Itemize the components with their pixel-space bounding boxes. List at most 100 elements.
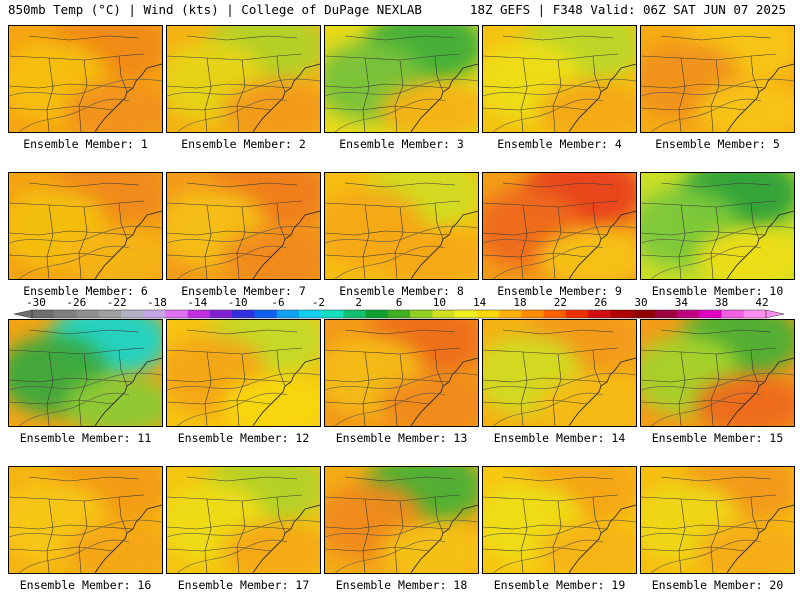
colorbar-swatch: [610, 310, 633, 318]
colorbar-tick-label: 18: [513, 296, 526, 309]
state-border: [167, 83, 292, 89]
coastline: [94, 504, 162, 573]
colorbar-swatch: [677, 310, 700, 318]
colorbar-tick-label: 38: [715, 296, 728, 309]
state-border: [118, 202, 128, 240]
isotherm-contour: [325, 225, 478, 244]
colorbar-swatch: [54, 310, 77, 318]
isotherm-contour: [167, 78, 320, 97]
ensemble-panel: Ensemble Member: 19: [482, 466, 637, 592]
ensemble-panel: Ensemble Member: 13: [324, 319, 479, 445]
state-border: [678, 204, 686, 279]
temperature-region: [696, 375, 794, 426]
temperature-region: [380, 375, 478, 426]
state-border: [592, 55, 602, 93]
temperature-map: [166, 25, 321, 133]
state-border: [660, 329, 772, 335]
state-border: [434, 202, 444, 240]
map-canvas: [9, 467, 162, 573]
temperature-region: [538, 81, 636, 132]
colorbar-swatch: [321, 310, 344, 318]
coastline: [410, 210, 478, 279]
ensemble-panel: Ensemble Member: 10: [640, 172, 795, 298]
state-border: [28, 329, 140, 335]
state-border: [483, 546, 588, 552]
ensemble-panel: Ensemble Member: 3: [324, 25, 479, 151]
isotherm-contour: [18, 392, 130, 426]
colorbar-tick-label: 26: [594, 296, 607, 309]
state-border: [483, 83, 608, 89]
colorbar-tick-label: 34: [675, 296, 689, 309]
ensemble-panel: Ensemble Member: 20: [640, 466, 795, 592]
colorbar-swatch: [120, 310, 144, 318]
temperature-region: [380, 522, 478, 573]
state-border: [118, 55, 128, 93]
map-canvas: [483, 320, 636, 426]
colorbar-swatch: [699, 310, 722, 318]
ensemble-panel: Ensemble Member: 18: [324, 466, 479, 592]
state-border: [325, 377, 450, 383]
state-border: [434, 496, 444, 534]
map-canvas: [9, 26, 162, 132]
state-border: [520, 204, 528, 279]
state-border: [28, 182, 140, 188]
map-canvas: [641, 320, 794, 426]
colorbar-tick-label: 42: [755, 296, 768, 309]
coastline: [252, 210, 320, 279]
state-border: [552, 500, 562, 573]
isotherm-contour: [650, 98, 762, 132]
ensemble-panel: Ensemble Member: 1: [8, 25, 163, 151]
colorbar-tick-label: -26: [66, 296, 86, 309]
colorbar-tick-label: -2: [312, 296, 325, 309]
ensemble-panel: Ensemble Member: 12: [166, 319, 321, 445]
isotherm-contour: [176, 539, 288, 573]
temperature-region: [696, 522, 794, 573]
state-border: [204, 204, 212, 279]
temperature-map: [482, 172, 637, 280]
temperature-map: [166, 466, 321, 574]
state-border: [118, 349, 128, 387]
temperature-region: [64, 228, 162, 279]
state-border: [167, 105, 272, 111]
ensemble-member-label: Ensemble Member: 6: [23, 284, 148, 298]
state-border: [186, 476, 298, 482]
temperature-colorbar: -30 -26 -22 -18 -14 -10 -6 -2 2 6 10 14 18 22 26 30 34 38…: [13, 296, 785, 319]
state-border: [167, 524, 292, 530]
temperature-region: [64, 522, 162, 573]
state-border: [520, 57, 528, 132]
state-border: [167, 399, 272, 405]
header-title: 850mb Temp (°C) | Wind (kts) | College o…: [8, 2, 422, 17]
coastline: [726, 210, 794, 279]
temperature-region: [222, 81, 320, 132]
map-canvas: [167, 173, 320, 279]
state-border: [483, 377, 608, 383]
isotherm-contour: [492, 539, 604, 573]
temperature-region: [380, 81, 478, 132]
state-border: [276, 202, 286, 240]
ensemble-member-label: Ensemble Member: 16: [19, 578, 152, 592]
map-canvas: [325, 26, 478, 132]
colorbar-swatch: [276, 310, 300, 318]
state-border: [276, 496, 286, 534]
state-border: [660, 35, 772, 41]
state-border: [46, 498, 54, 573]
state-border: [46, 204, 54, 279]
state-border: [186, 329, 298, 335]
colorbar-swatch: [521, 310, 544, 318]
coastline: [568, 357, 636, 426]
temperature-map: [324, 319, 479, 427]
ensemble-member-label: Ensemble Member: 12: [177, 431, 310, 445]
state-border: [710, 353, 720, 426]
state-border: [750, 349, 760, 387]
temperature-map: [640, 172, 795, 280]
state-border: [483, 524, 608, 530]
state-border: [362, 351, 370, 426]
state-border: [78, 59, 88, 132]
colorbar-outline: [31, 309, 767, 319]
state-border: [167, 230, 292, 236]
temperature-region: [538, 375, 636, 426]
coastline: [252, 504, 320, 573]
ensemble-member-label: Ensemble Member: 15: [651, 431, 784, 445]
coastline: [410, 357, 478, 426]
colorbar-swatch: [187, 310, 211, 318]
